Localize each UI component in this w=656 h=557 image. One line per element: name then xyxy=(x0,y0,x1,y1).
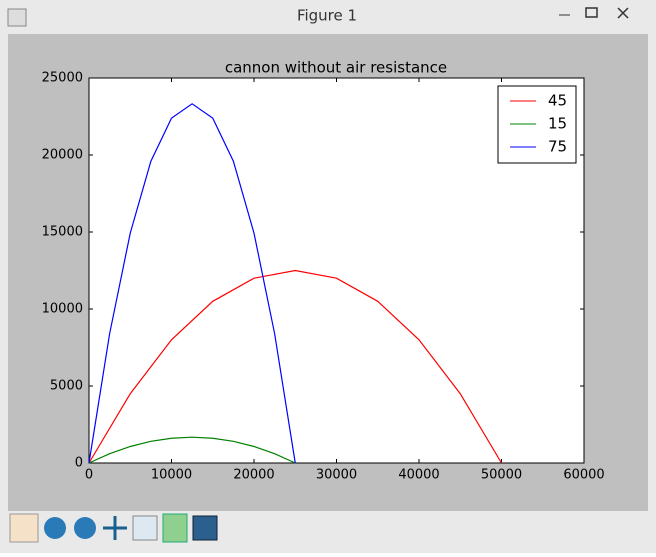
x-tick-label: 10000 xyxy=(151,468,192,483)
x-tick-label: 60000 xyxy=(563,468,604,483)
app-icon xyxy=(7,8,27,27)
x-tick-label: 30000 xyxy=(316,468,357,483)
legend-label: 15 xyxy=(548,115,567,133)
pan-button[interactable] xyxy=(103,516,127,540)
series-line xyxy=(88,103,296,464)
subplots-button[interactable] xyxy=(162,513,188,543)
home-button[interactable] xyxy=(9,513,39,543)
chart-title: cannon without air resistance xyxy=(225,59,447,77)
close-button[interactable] xyxy=(617,7,629,19)
y-tick-label: 10000 xyxy=(42,302,83,317)
series-line xyxy=(88,269,503,464)
save-button[interactable] xyxy=(192,515,218,541)
x-tick-label: 0 xyxy=(85,468,93,483)
x-tick-label: 40000 xyxy=(398,468,439,483)
window-title: Figure 1 xyxy=(297,7,357,25)
x-tick-label: 20000 xyxy=(233,468,274,483)
series-line xyxy=(88,436,296,464)
back-button[interactable] xyxy=(44,517,66,539)
y-tick-label: 15000 xyxy=(42,225,83,240)
toolbar xyxy=(9,513,218,543)
legend-label: 75 xyxy=(548,138,567,156)
legend-label: 45 xyxy=(548,92,567,110)
y-tick-label: 25000 xyxy=(42,71,83,86)
y-tick-label: 5000 xyxy=(50,379,83,394)
x-tick-label: 50000 xyxy=(481,468,522,483)
maximize-button[interactable] xyxy=(585,7,598,18)
y-tick-label: 20000 xyxy=(42,148,83,163)
forward-button[interactable] xyxy=(74,517,96,539)
y-tick-label: 0 xyxy=(75,456,83,471)
zoom-button[interactable] xyxy=(132,515,158,541)
